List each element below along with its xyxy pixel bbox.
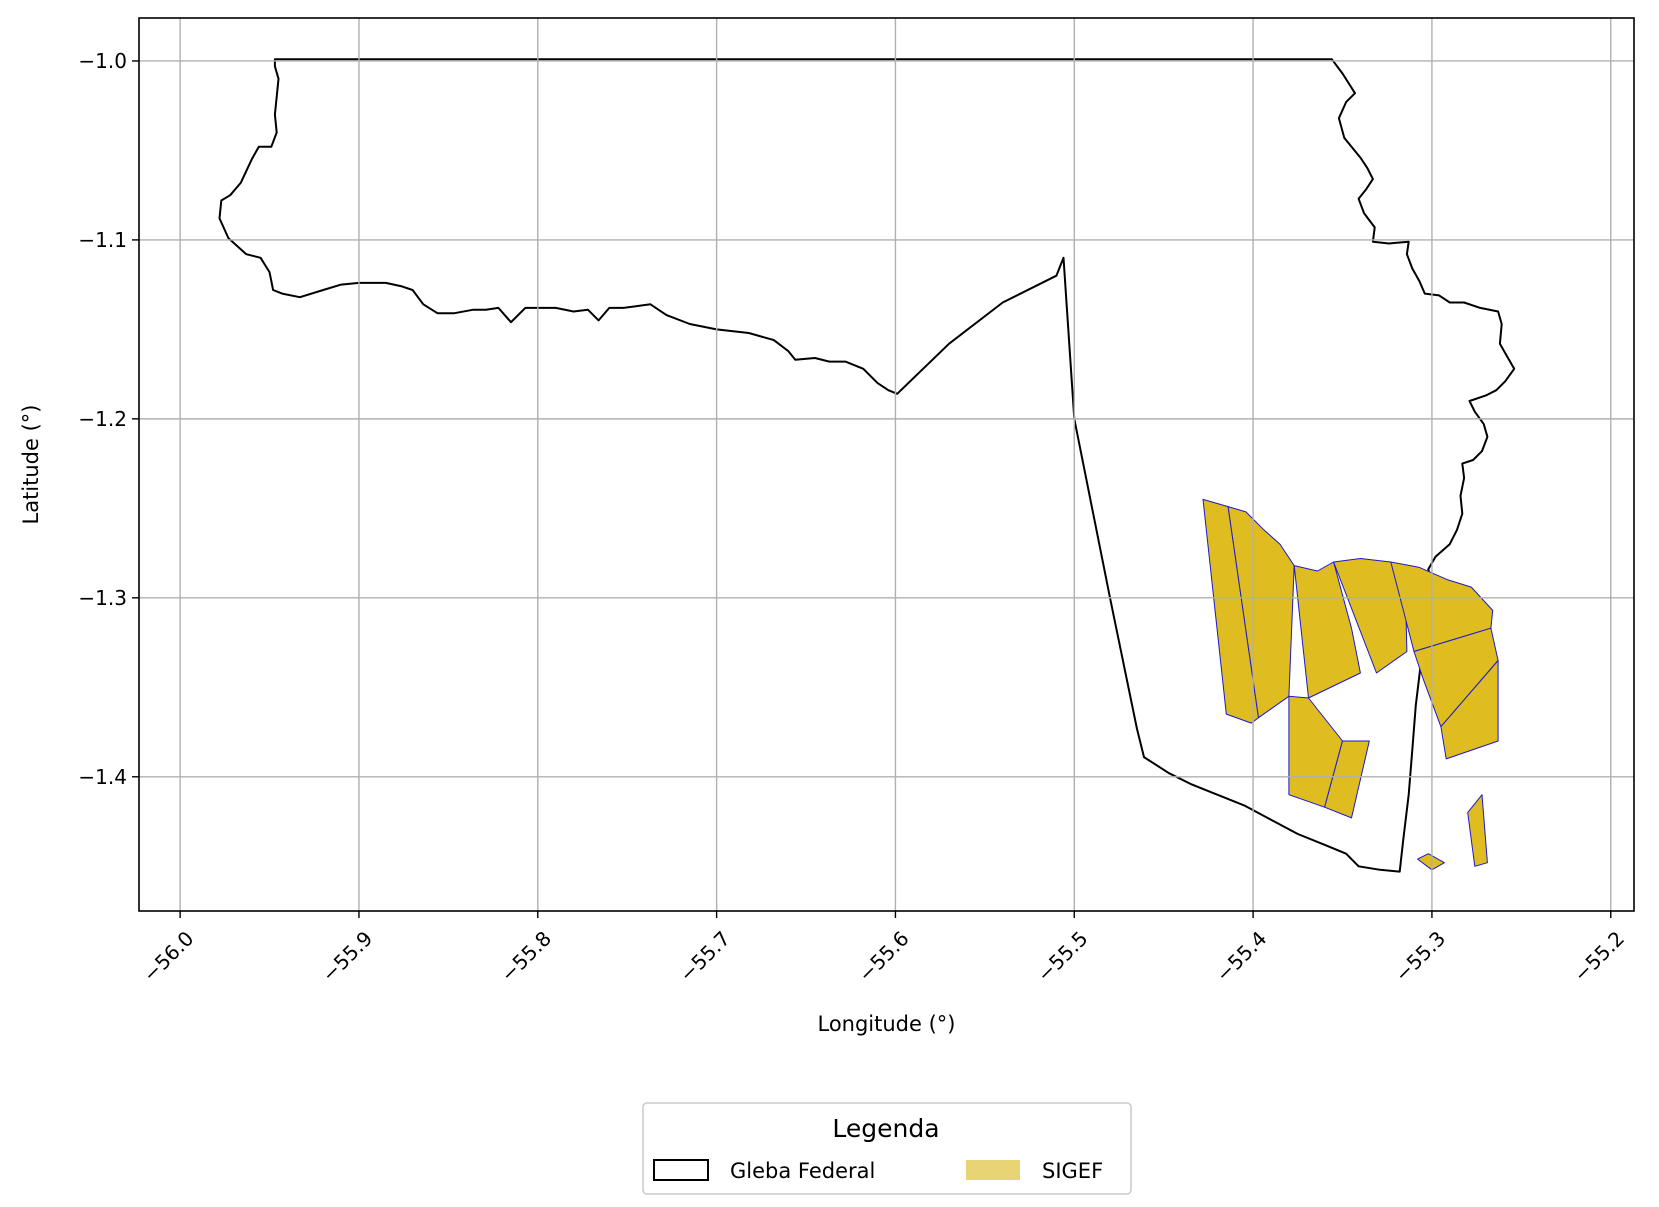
y-tick-label: −1.3 bbox=[78, 586, 127, 610]
legend-swatch-gleba-federal bbox=[653, 1159, 709, 1181]
sigef-parcel-2 bbox=[1227, 506, 1295, 719]
map-layers bbox=[218, 58, 1516, 873]
y-tick-label: −1.1 bbox=[78, 228, 127, 252]
y-tick-label: −1.2 bbox=[78, 407, 127, 431]
legend-swatch-sigef bbox=[966, 1160, 1020, 1180]
legend: Legenda Gleba Federal SIGEF bbox=[642, 1102, 1132, 1195]
y-tick-label: −1.4 bbox=[78, 765, 127, 789]
legend-label-sigef: SIGEF bbox=[1042, 1159, 1103, 1183]
x-axis-label: Longitude (°) bbox=[817, 1012, 955, 1036]
legend-title: Legenda bbox=[832, 1114, 939, 1143]
y-axis-label: Latitude (°) bbox=[19, 405, 43, 525]
sigef-parcel-8 bbox=[1324, 740, 1370, 819]
sigef-parcel-10 bbox=[1467, 794, 1488, 867]
y-tick-label: −1.0 bbox=[78, 49, 127, 73]
sigef-parcel-1 bbox=[1202, 498, 1259, 724]
sigef-parcel-7 bbox=[1288, 695, 1343, 808]
gridlines bbox=[139, 18, 1634, 911]
gleba-federal-boundary bbox=[218, 58, 1516, 873]
sigef-parcel-9 bbox=[1440, 660, 1499, 760]
axes-frame bbox=[138, 17, 1635, 912]
legend-label-gleba-federal: Gleba Federal bbox=[730, 1159, 875, 1183]
